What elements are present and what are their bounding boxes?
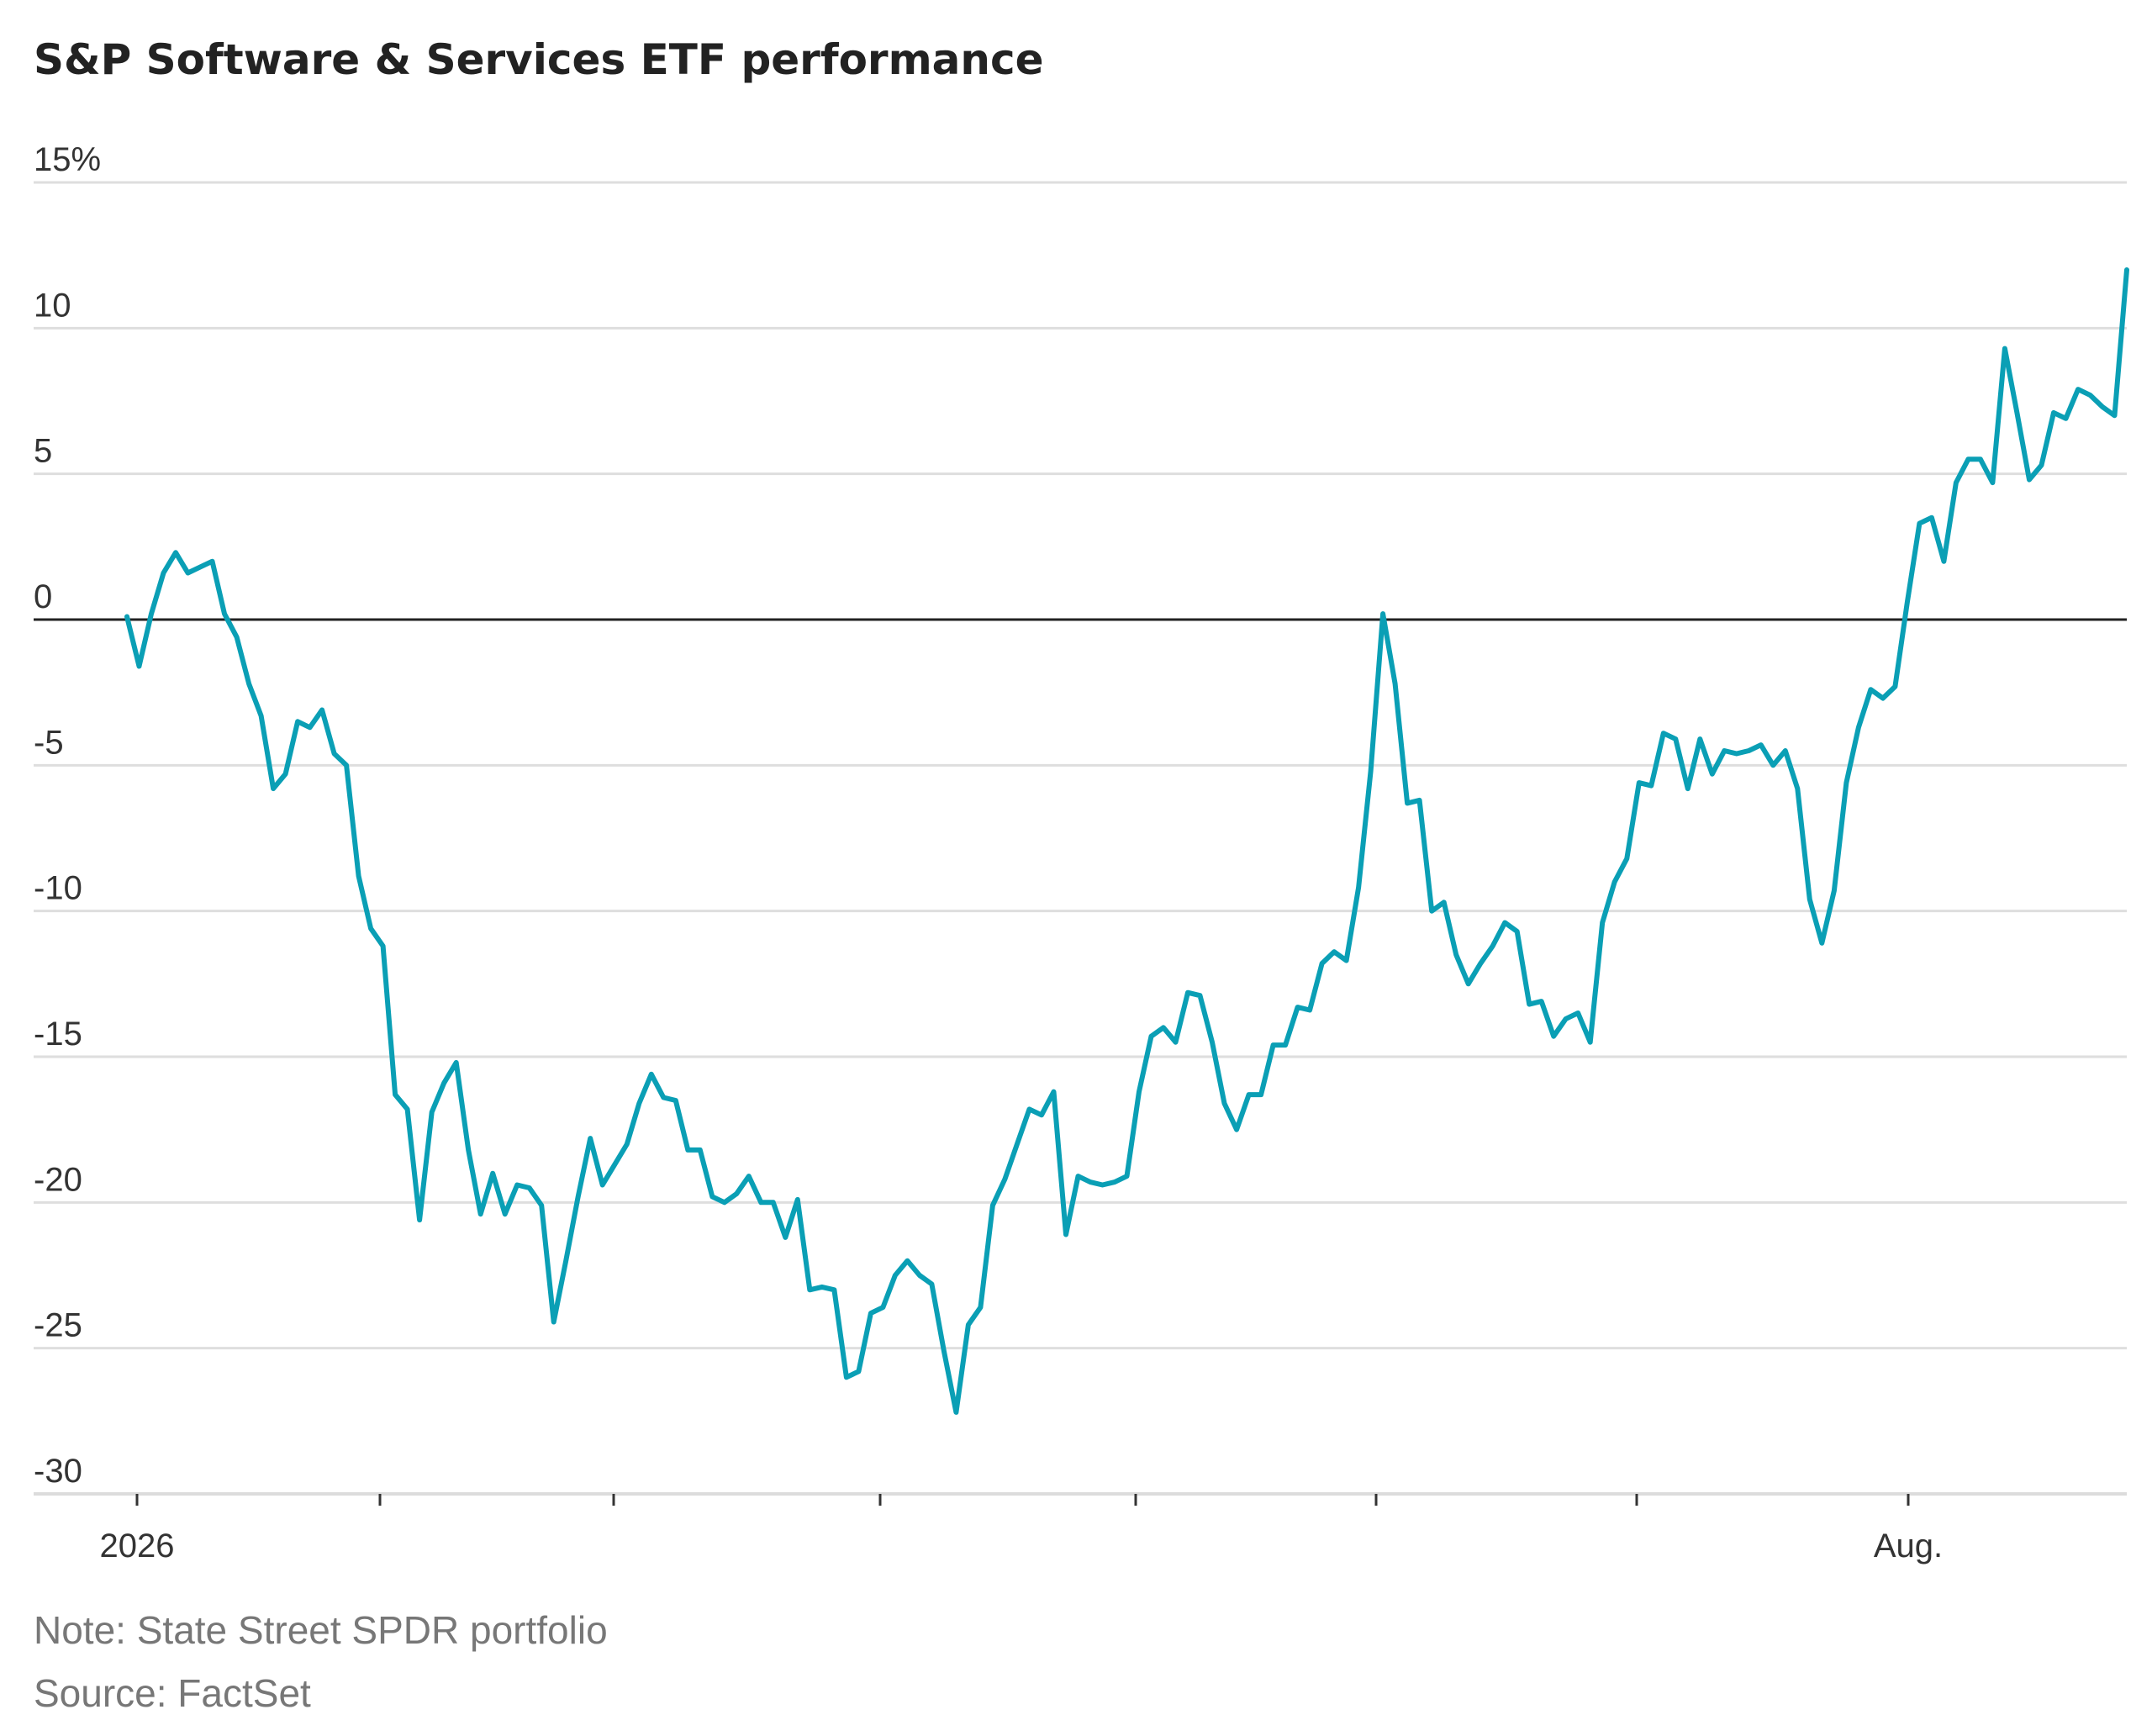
y-tick-label: -5: [34, 724, 64, 761]
y-tick-label: -10: [34, 870, 82, 907]
etf-performance-line: [124, 267, 2129, 1415]
chart-source: Source: FactSet: [34, 1671, 311, 1715]
y-tick-label: -20: [34, 1161, 82, 1198]
y-axis-tick-labels: 15% 10 5 0 -5 -10 -15 -20 -25 -30: [34, 141, 101, 1490]
x-tick-label-2026: 2026: [100, 1528, 175, 1565]
y-tick-label: 5: [34, 433, 52, 470]
x-axis-ticks: [135, 1494, 1910, 1506]
y-tick-label: 10: [34, 287, 71, 324]
y-tick-label: -25: [34, 1307, 82, 1344]
chart-title: S&P Software & Services ETF performance: [34, 35, 1044, 84]
y-tick-label: -15: [34, 1016, 82, 1053]
x-tick-label-aug: Aug.: [1874, 1528, 1943, 1565]
y-tick-label: 0: [34, 578, 52, 615]
chart-note: Note: State Street SPDR portfolio: [34, 1608, 608, 1652]
y-tick-label: 15%: [34, 141, 101, 178]
grid-lines: [34, 181, 2127, 1350]
y-tick-label: -30: [34, 1453, 82, 1490]
